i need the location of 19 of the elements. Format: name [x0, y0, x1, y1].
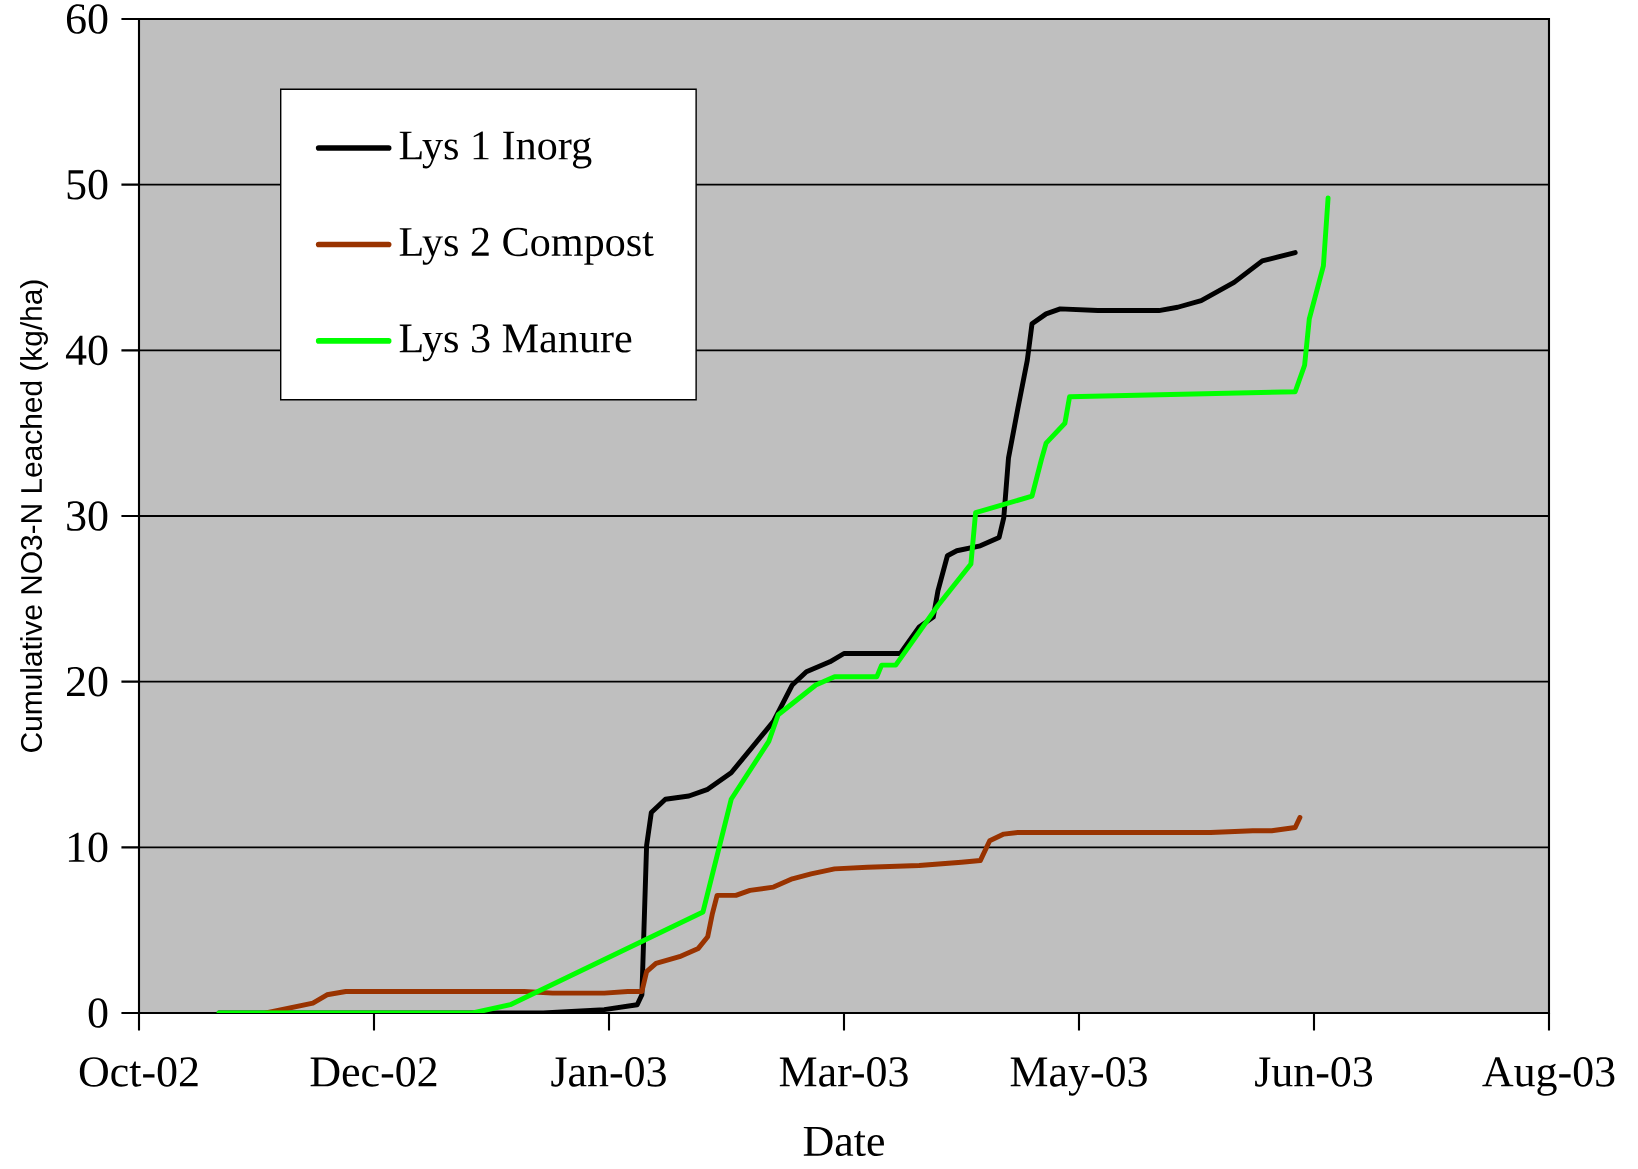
y-tick-label: 0: [88, 998, 108, 1028]
x-tick-label: Oct-02: [79, 1057, 198, 1087]
y-axis-title: Cumulative NO3-N Leached (kg/ha): [20, 280, 48, 752]
y-tick-label: 40: [65, 335, 108, 366]
legend-label: Lys 3 Manure: [399, 324, 632, 362]
x-tick-label: Jun-03: [1255, 1057, 1373, 1087]
x-tick-label: Dec-02: [310, 1057, 437, 1087]
x-tick-label: Mar-03: [779, 1057, 908, 1087]
x-tick-label: May-03: [1010, 1057, 1147, 1096]
y-tick-label: 50: [67, 169, 108, 200]
y-tick-label: 30: [67, 501, 108, 531]
x-tick-label: Jan-03: [551, 1057, 666, 1087]
legend-label: Lys 1 Inorg: [399, 131, 592, 169]
x-tick-label: Aug-03: [1482, 1057, 1615, 1096]
y-tick-label: 20: [67, 666, 108, 697]
y-tick-label: 60: [66, 4, 108, 34]
x-axis-title: Date: [803, 1126, 884, 1157]
y-tick-label: 10: [68, 832, 108, 863]
legend-label: Lys 2 Compost: [399, 227, 654, 265]
